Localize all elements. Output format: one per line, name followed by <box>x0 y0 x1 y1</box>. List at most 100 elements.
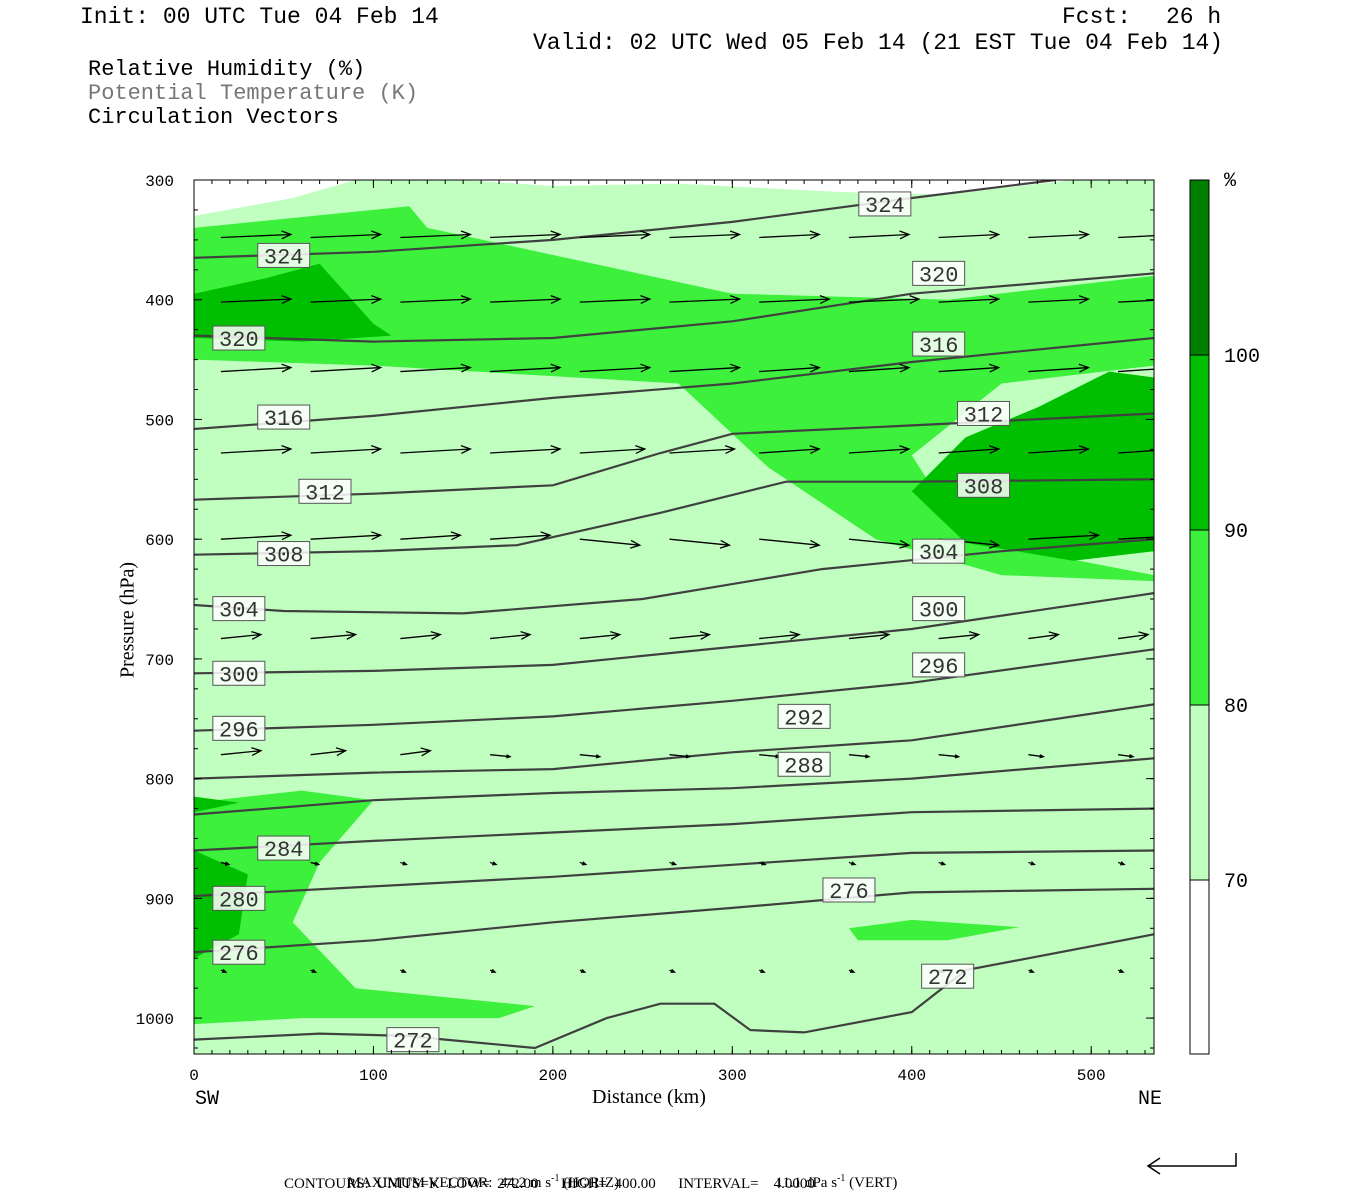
circulation-vector <box>1028 861 1036 866</box>
circulation-vector <box>669 230 742 240</box>
circulation-vector <box>310 968 318 973</box>
circulation-vector <box>220 630 263 640</box>
circulation-vector <box>400 363 473 373</box>
y-tick-label: 800 <box>145 772 174 790</box>
x-axis-end-ne: NE <box>1138 1088 1163 1111</box>
theta-contour-276 <box>194 887 1154 954</box>
circulation-vector <box>220 861 231 866</box>
theta-label-272: 272 <box>386 1027 440 1055</box>
circulation-vector <box>759 363 821 373</box>
circulation-vector <box>400 230 473 240</box>
theta-label-316: 316 <box>257 404 311 432</box>
theta-contour-320 <box>194 272 1154 343</box>
circulation-vector <box>490 363 562 373</box>
rh-band-5 <box>194 796 239 813</box>
x-axis-end-sw: SW <box>195 1088 220 1111</box>
circulation-vector <box>1118 299 1154 303</box>
svg-text:308: 308 <box>964 475 1004 500</box>
circulation-vector <box>490 754 512 759</box>
circulation-vector <box>1117 861 1126 866</box>
theta-label-284: 284 <box>257 835 311 863</box>
circulation-vector <box>579 363 652 373</box>
theta-label-280: 280 <box>212 885 266 913</box>
colorbar-segment-3 <box>1189 704 1210 881</box>
circulation-vector <box>1028 295 1091 305</box>
contour-info: CONTOURS: UNITS=K LOW= 272.00 HIGH= 400.… <box>284 1176 815 1192</box>
circulation-vector <box>579 630 622 640</box>
circulation-vector <box>759 445 821 455</box>
rh-band-1 <box>194 263 392 342</box>
circulation-vector <box>310 531 383 541</box>
circulation-vector <box>669 861 678 866</box>
svg-text:312: 312 <box>964 403 1004 428</box>
circulation-vector <box>1028 531 1101 541</box>
circulation-vector <box>490 295 562 304</box>
theta-label-312: 312 <box>298 478 352 506</box>
circulation-vector <box>848 230 911 240</box>
circulation-vector <box>938 861 947 866</box>
theta-label-296: 296 <box>212 715 266 743</box>
theta-label-292: 292 <box>777 703 831 731</box>
circulation-vector <box>310 630 358 640</box>
init-time: Init: 00 UTC Tue 04 Feb 14 <box>80 4 439 30</box>
circulation-vector <box>938 363 1001 373</box>
horiz-exponent: -1 <box>551 1173 560 1184</box>
valid-time: Valid: 02 UTC Wed 05 Feb 14 (21 EST Tue … <box>533 30 1224 56</box>
colorbar-level-label: 90 <box>1224 521 1248 544</box>
circulation-vector <box>400 968 407 973</box>
theta-contour-288 <box>194 757 1154 816</box>
theta-contour-304 <box>194 538 1154 615</box>
circulation-vector <box>310 861 321 866</box>
svg-text:276: 276 <box>219 942 259 967</box>
circulation-vector <box>579 538 642 549</box>
circulation-vector <box>1028 363 1091 373</box>
circulation-vector <box>669 363 742 373</box>
colorbar-segment-1 <box>1189 354 1210 531</box>
max-vector-horiz: MAXIMUM VECTOR: 44.2 m s-1 (HORIZ) <box>340 1156 620 1192</box>
circulation-vector <box>669 295 742 304</box>
circulation-vector <box>938 630 981 640</box>
circulation-vector <box>400 630 443 640</box>
x-axis-label: Distance (km) <box>592 1086 706 1108</box>
circulation-vector <box>1118 754 1135 759</box>
circulation-vector <box>759 295 831 304</box>
circulation-vector <box>1028 631 1061 641</box>
svg-text:304: 304 <box>219 599 259 624</box>
circulation-vector <box>579 968 587 973</box>
theta-label-296: 296 <box>912 652 966 680</box>
circulation-vector <box>579 295 652 304</box>
circulation-vector <box>848 445 911 455</box>
svg-text:324: 324 <box>264 245 304 270</box>
svg-text:288: 288 <box>784 754 824 779</box>
circulation-vector <box>938 230 1001 240</box>
theta-label-300: 300 <box>212 660 266 688</box>
forecast-hour: 26 h <box>1166 4 1222 30</box>
x-tick-label: 300 <box>718 1067 747 1085</box>
svg-text:272: 272 <box>928 966 968 991</box>
svg-text:284: 284 <box>264 838 304 863</box>
theta-label-320: 320 <box>912 260 966 288</box>
svg-text:280: 280 <box>219 888 259 913</box>
circulation-vector <box>1028 968 1035 973</box>
colorbar-level-label: 70 <box>1224 871 1248 894</box>
colorbar-unit: % <box>1224 170 1237 193</box>
svg-text:320: 320 <box>219 328 259 353</box>
forecast-label: Fcst: <box>1062 4 1132 30</box>
theta-label-288: 288 <box>777 751 831 779</box>
circulation-vector <box>400 747 433 757</box>
circulation-vector <box>758 968 766 973</box>
theta-label-324: 324 <box>858 191 912 219</box>
circulation-vector <box>400 445 473 454</box>
circulation-vector <box>848 363 911 373</box>
circulation-vector <box>1028 754 1046 759</box>
y-tick-label: 1000 <box>136 1011 174 1029</box>
theta-contour-292 <box>194 703 1154 780</box>
circulation-vector <box>490 630 532 640</box>
svg-text:320: 320 <box>919 263 959 288</box>
circulation-vector <box>669 538 732 549</box>
circulation-vector <box>579 754 602 759</box>
circulation-vector <box>669 630 712 640</box>
svg-text:308: 308 <box>264 544 304 569</box>
theta-label-272: 272 <box>921 963 975 991</box>
